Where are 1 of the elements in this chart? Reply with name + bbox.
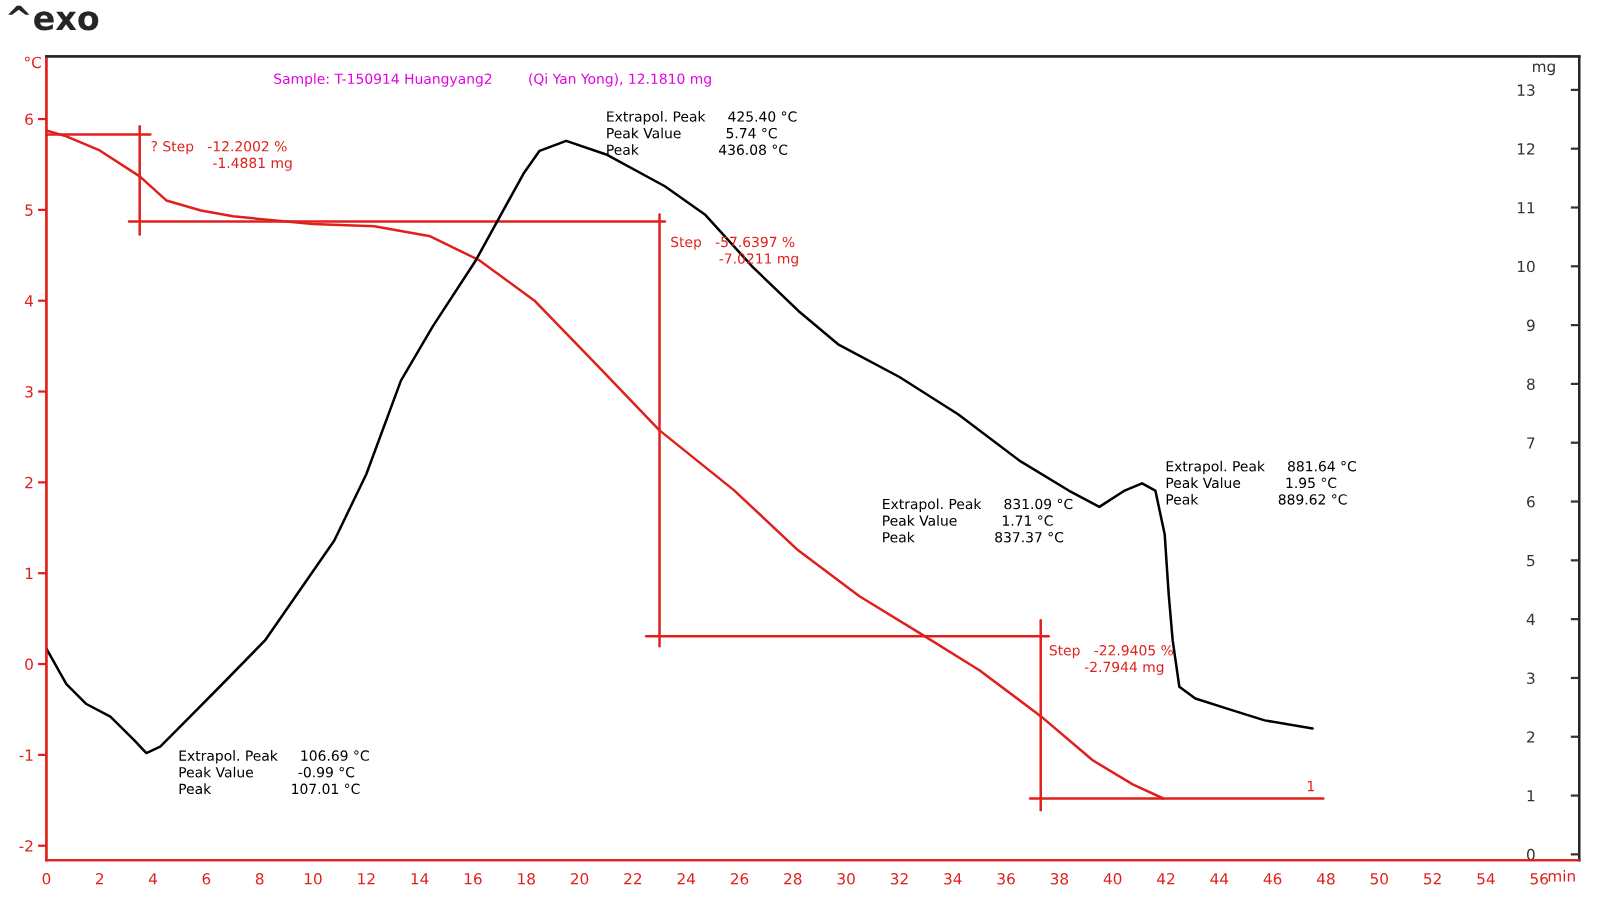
chart-title: ^exo — [8, 5, 99, 31]
